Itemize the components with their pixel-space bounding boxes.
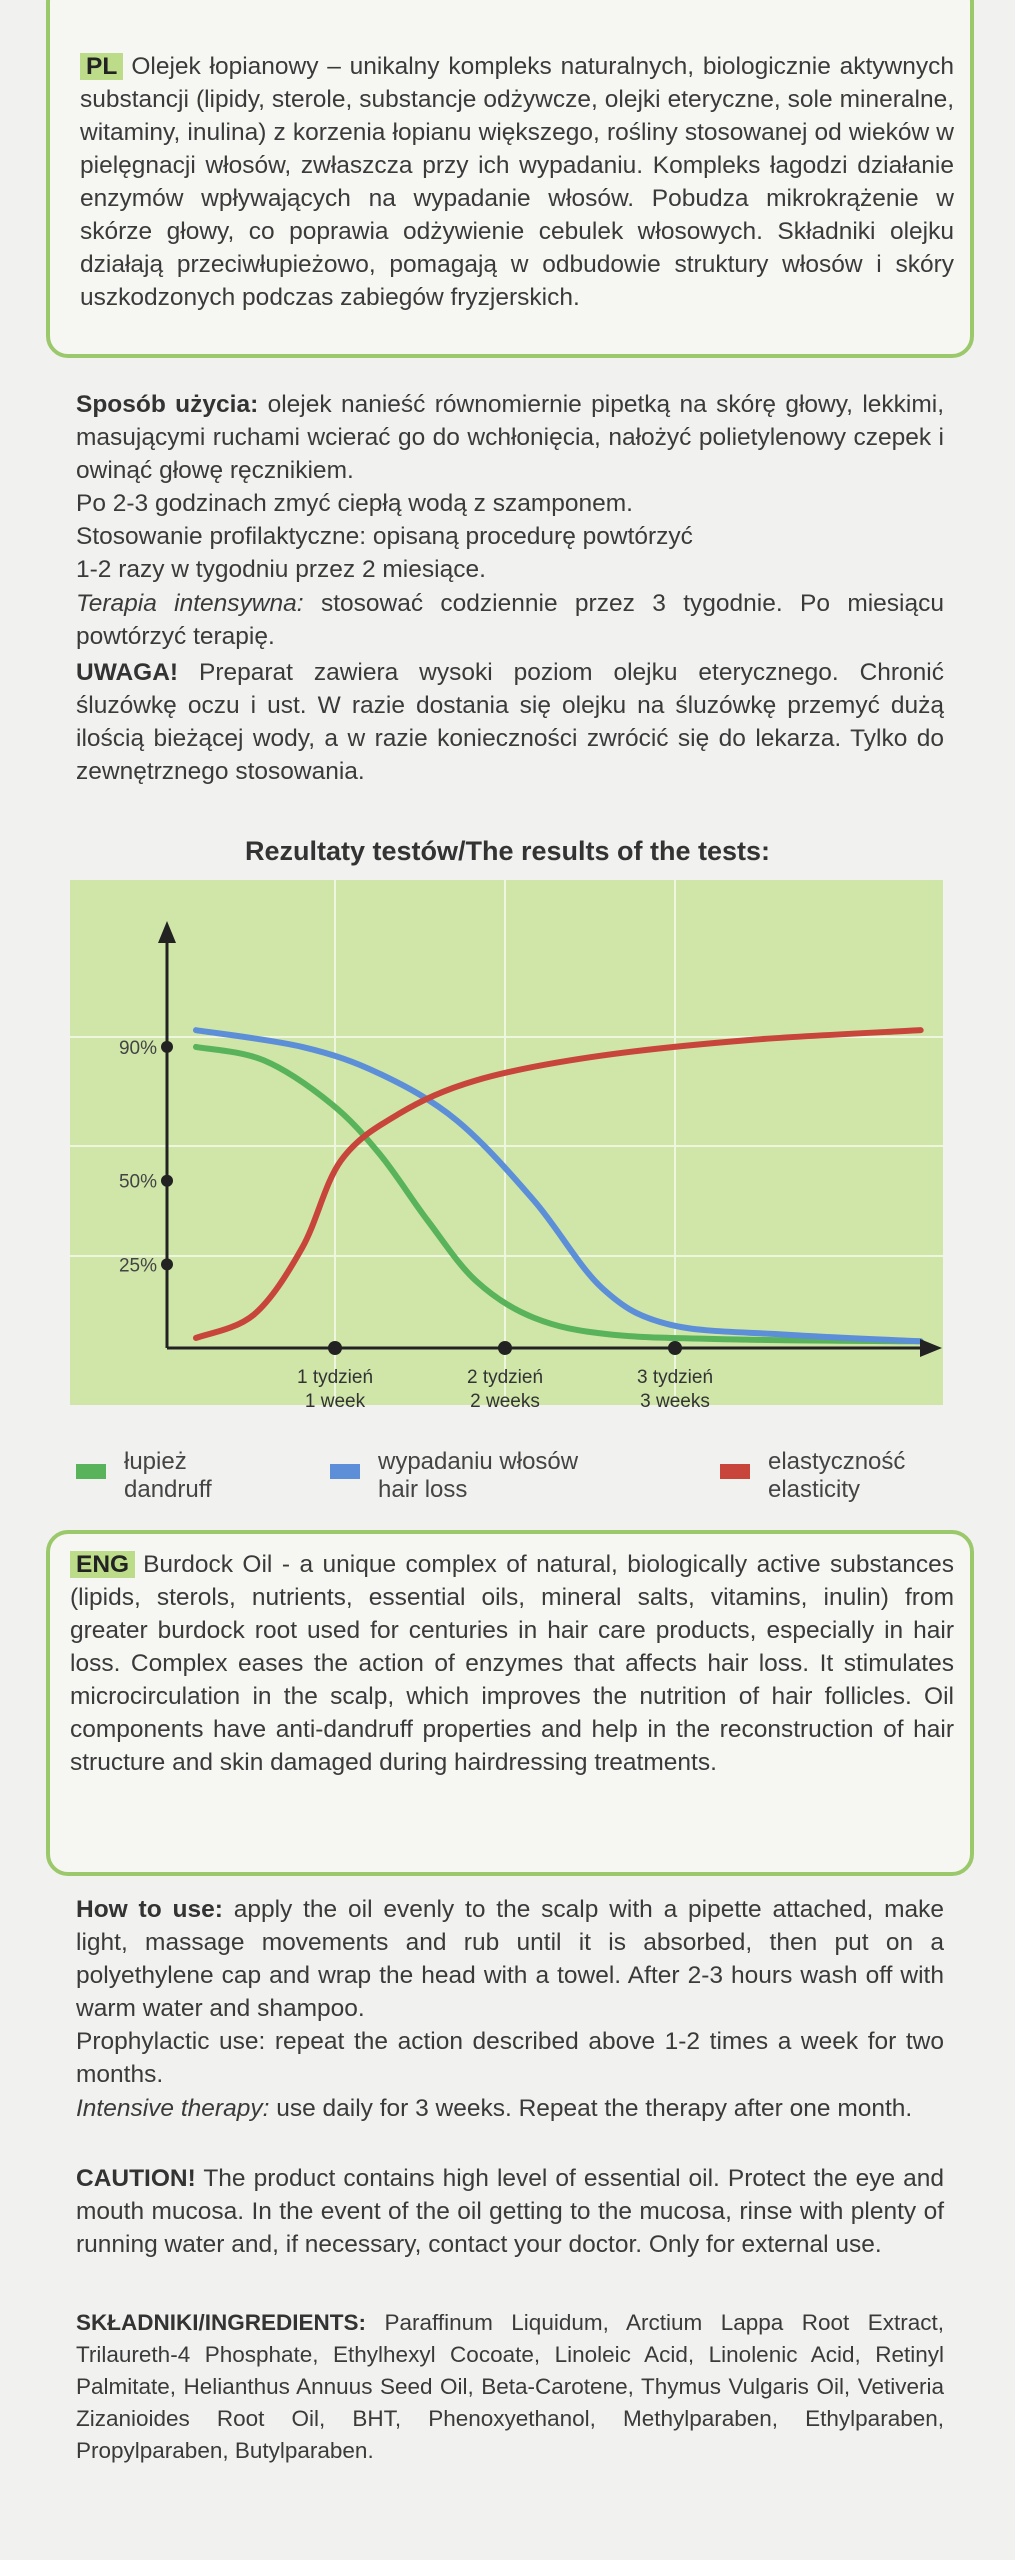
eng-intensive-label: Intensive therapy: xyxy=(76,2095,270,2122)
series-line xyxy=(192,1027,924,1345)
pl-usage-frequency: 1-2 razy w tygodniu przez 2 miesiące. xyxy=(76,556,486,583)
eng-usage-prophylactic: Prophylactic use: repeat the action desc… xyxy=(76,2028,944,2088)
pl-usage-label: Sposób użycia: xyxy=(76,391,259,418)
pl-usage-section: Sposób użycia: olejek nanieść równomiern… xyxy=(76,388,944,586)
eng-caution-section: CAUTION! The product contains high level… xyxy=(76,2162,944,2261)
x-tick-dot xyxy=(668,1341,682,1355)
english-description-box: ENG Burdock Oil - a unique complex of nat… xyxy=(46,1530,974,1876)
legend-label-pl: elastyczność xyxy=(768,1448,906,1475)
y-axis-arrow xyxy=(158,921,176,943)
chart-background xyxy=(70,880,943,1405)
eng-description-text: Burdock Oil - a unique complex of natura… xyxy=(70,1551,954,1776)
pl-usage-text: olejek nanieść równomiernie pipetką na s… xyxy=(76,391,945,484)
pl-intensive-text: stosować codziennie przez 3 tygodnie. Po… xyxy=(76,590,945,650)
x-tick-label: 3 weeks xyxy=(640,1391,710,1412)
pl-caution-text: Preparat zawiera wysoki poziom olejku et… xyxy=(76,659,944,785)
series-line xyxy=(192,1027,924,1341)
pl-description-text: Olejek łopianowy – unikalny kompleks nat… xyxy=(80,53,954,311)
chart-title: Rezultaty testów/The results of the test… xyxy=(244,836,771,866)
x-tick-label: 2 tydzień xyxy=(467,1367,543,1388)
legend-text-hair-loss: wypadaniu włosów hair loss xyxy=(378,1448,578,1504)
pl-usage-prophylactic: Stosowanie profilaktyczne: opisaną proce… xyxy=(76,523,693,550)
x-tick-label: 1 tydzień xyxy=(297,1367,373,1388)
ingredients-label: SKŁADNIKI/INGREDIENTS: xyxy=(76,2310,367,2335)
eng-intensive-section: Intensive therapy: use daily for 3 weeks… xyxy=(76,2092,944,2125)
legend-text-elasticity: elastyczność elasticity xyxy=(768,1448,905,1504)
legend-text-dandruff: łupież dandruff xyxy=(124,1448,212,1504)
y-tick-dot xyxy=(161,1258,173,1271)
pl-caution-section: UWAGA! Preparat zawiera wysoki poziom ol… xyxy=(76,656,944,788)
x-tick-dot xyxy=(328,1341,342,1355)
y-tick-label: 90% xyxy=(119,1038,157,1059)
eng-usage-text: apply the oil evenly to the scalp with a… xyxy=(76,1896,944,2022)
series-line xyxy=(192,1043,924,1345)
x-tick-label: 1 week xyxy=(305,1391,366,1412)
legend-label-pl: łupież xyxy=(124,1448,187,1475)
ingredients-text: Paraffinum Liquidum, Arctium Lappa Root … xyxy=(76,2310,944,2463)
legend-label-en: dandruff xyxy=(124,1476,212,1503)
legend-label-en: elasticity xyxy=(768,1476,861,1503)
polish-description-box: PL Olejek łopianowy – unikalny kompleks n… xyxy=(46,0,974,358)
eng-usage-label: How to use: xyxy=(76,1896,223,1923)
x-axis-arrow xyxy=(920,1339,942,1357)
x-tick-dot xyxy=(498,1341,512,1355)
y-tick-dot xyxy=(161,1174,173,1187)
pl-language-tag: PL xyxy=(80,53,124,80)
pl-usage-rinse: Po 2-3 godzinach zmyć ciepłą wodą z szam… xyxy=(76,490,633,517)
x-tick-label: 2 weeks xyxy=(470,1391,540,1412)
legend-label-en: hair loss xyxy=(378,1476,468,1503)
legend-swatch-hair-loss xyxy=(330,1464,360,1479)
pl-caution-label: UWAGA! xyxy=(76,659,179,686)
legend-swatch-dandruff xyxy=(76,1464,106,1479)
eng-caution-text: The product contains high level of essen… xyxy=(76,2165,944,2258)
eng-usage-section: How to use: apply the oil evenly to the … xyxy=(76,1893,944,2091)
y-tick-label: 50% xyxy=(119,1172,157,1193)
eng-caution-label: CAUTION! xyxy=(76,2165,196,2192)
legend-label-pl: wypadaniu włosów xyxy=(378,1448,579,1475)
x-tick-label: 3 tydzień xyxy=(637,1367,713,1388)
polish-description: PL Olejek łopianowy – unikalny kompleks n… xyxy=(80,50,954,314)
results-chart: 25% 50% 90% 1 tydzień 1 week 2 tydzień 2 weeks… xyxy=(70,880,943,1412)
eng-language-tag: ENG xyxy=(70,1551,136,1578)
pl-intensive-section: Terapia intensywna: stosować codziennie … xyxy=(76,587,944,653)
legend-swatch-elasticity xyxy=(720,1464,750,1479)
eng-intensive-text: use daily for 3 weeks. Repeat the therap… xyxy=(269,2095,913,2122)
english-description: ENG Burdock Oil - a unique complex of nat… xyxy=(70,1548,954,1779)
ingredients-section: SKŁADNIKI/INGREDIENTS: Paraffinum Liquid… xyxy=(76,2307,944,2467)
y-tick-label: 25% xyxy=(119,1255,157,1276)
pl-intensive-label: Terapia intensywna: xyxy=(76,590,304,617)
y-tick-dot xyxy=(161,1040,173,1053)
